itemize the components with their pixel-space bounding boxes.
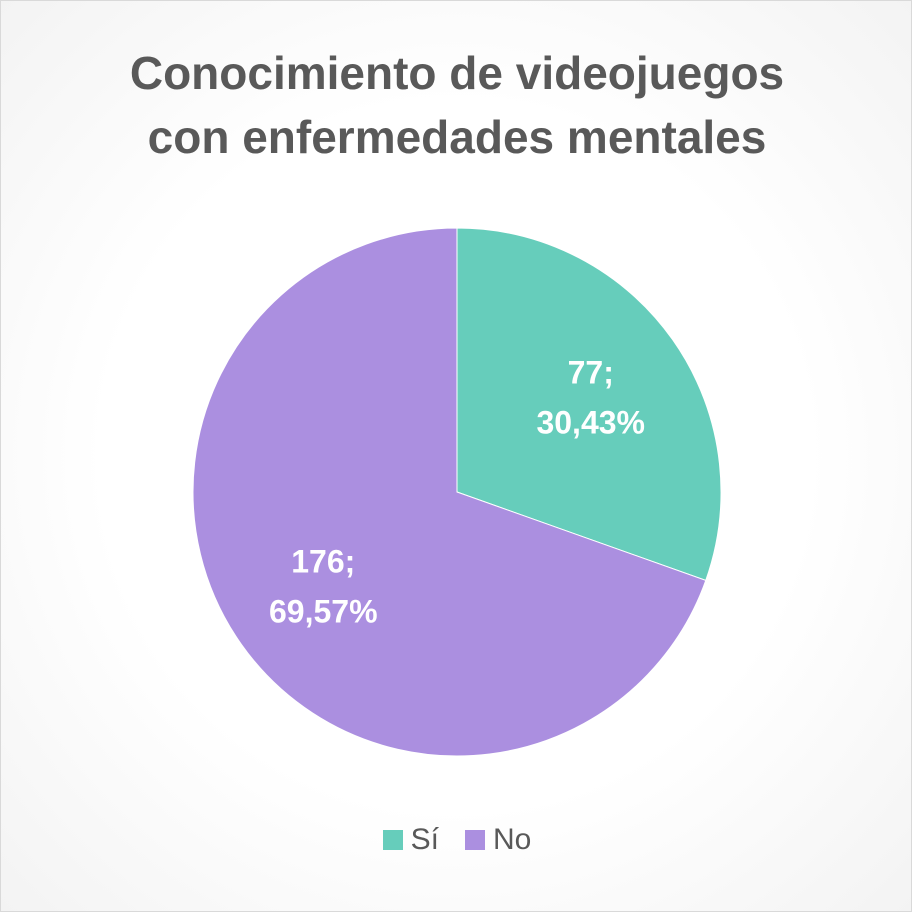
chart-title: Conocimiento de videojuegos con enfermed… [1,41,912,169]
legend-swatch-si [382,830,403,850]
legend-item-si: Sí [382,823,439,857]
legend-item-no: No [465,823,531,857]
legend-swatch-no [465,830,485,850]
chart-title-line-2: con enfermedades mentales [147,111,767,163]
legend-label-no: No [493,823,532,856]
pie-slice-no [192,227,707,757]
data-label-no: 176; 69,57% [269,543,378,629]
legend: Sí No [1,823,912,857]
legend-label-si: Sí [410,823,439,856]
chart-title-line-1: Conocimiento de videojuegos [129,47,785,99]
data-label-si: 77; 30,43% [536,355,645,441]
pie-slice-si [456,227,722,582]
